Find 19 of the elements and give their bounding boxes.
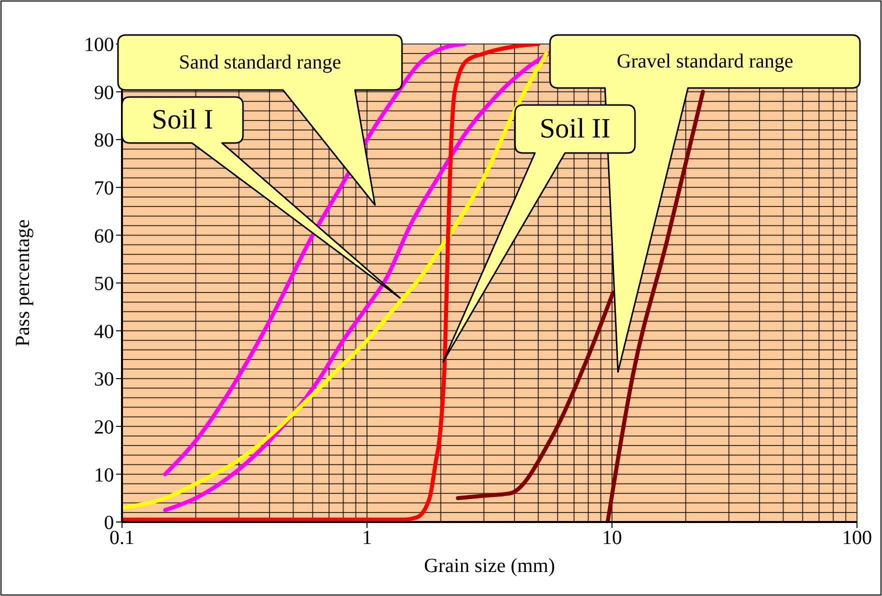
y-tick-label: 40 (94, 320, 114, 343)
annotation: Soil I (152, 104, 214, 136)
y-tick-label: 10 (94, 464, 114, 486)
y-tick-label: 50 (94, 273, 114, 296)
y-tick-label: 60 (94, 225, 114, 248)
x-tick-label: 1 (362, 527, 372, 550)
annotation: Sand standard range (178, 52, 342, 74)
y-axis-title: Pass percentage (12, 219, 34, 347)
x-tick-label: 100 (842, 527, 872, 550)
y-tick-label: 80 (94, 130, 114, 152)
y-tick-label: 90 (94, 82, 114, 104)
x-axis-title: Grain size (mm) (424, 555, 556, 578)
y-tick-label: 100 (84, 34, 114, 56)
x-tick-label: 10 (602, 527, 622, 550)
annotation: Soil II (540, 114, 610, 144)
y-tick-label: 30 (94, 368, 114, 391)
y-tick-label: 70 (94, 178, 114, 200)
y-tick-label: 20 (94, 416, 114, 438)
annotation: Gravel standard range (616, 50, 794, 72)
